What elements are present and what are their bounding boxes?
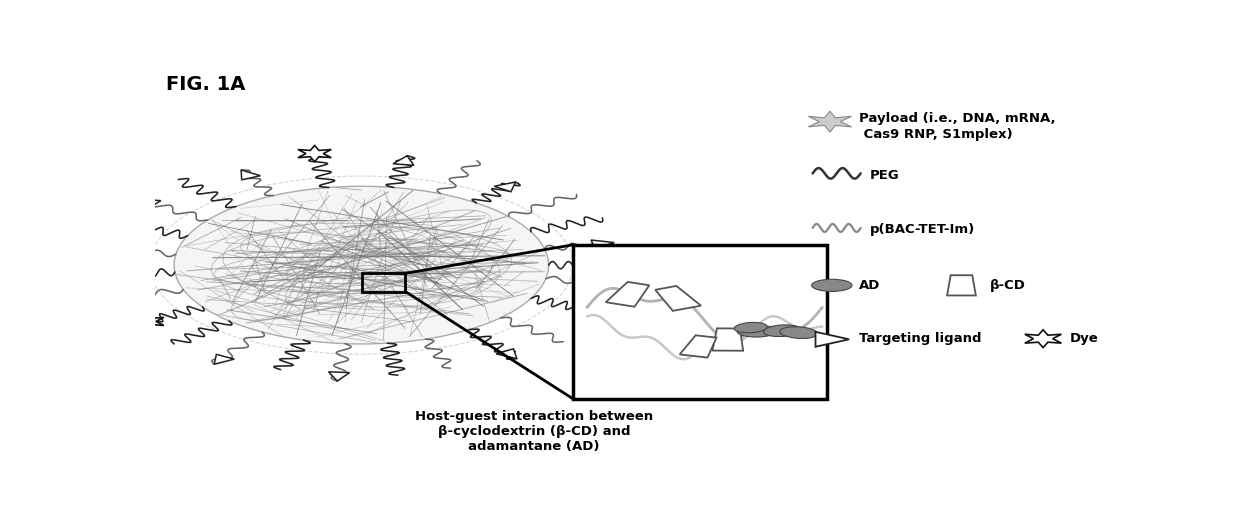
Text: p(BAC-TET-Im): p(BAC-TET-Im) <box>870 223 975 236</box>
Polygon shape <box>612 279 636 288</box>
Polygon shape <box>1025 330 1062 348</box>
Ellipse shape <box>779 327 818 339</box>
Polygon shape <box>815 332 849 347</box>
Polygon shape <box>242 170 260 180</box>
Ellipse shape <box>735 322 767 333</box>
FancyBboxPatch shape <box>572 245 828 398</box>
Polygon shape <box>947 275 976 296</box>
Text: AD: AD <box>859 279 880 292</box>
Text: Payload (i.e., DNA, mRNA,
 Cas9 RNP, S1mplex): Payload (i.e., DNA, mRNA, Cas9 RNP, S1mp… <box>859 111 1056 141</box>
Ellipse shape <box>763 325 802 337</box>
Text: β-CD: β-CD <box>990 279 1026 292</box>
Polygon shape <box>655 286 701 311</box>
Polygon shape <box>214 354 234 364</box>
Polygon shape <box>591 240 613 249</box>
Text: FIG. 1A: FIG. 1A <box>166 75 245 94</box>
Polygon shape <box>496 349 517 359</box>
Ellipse shape <box>737 326 776 337</box>
Polygon shape <box>297 145 331 162</box>
Bar <box>362 274 405 291</box>
Polygon shape <box>130 313 164 330</box>
Polygon shape <box>393 156 414 165</box>
Polygon shape <box>606 282 649 307</box>
Text: Host-guest interaction between
β-cyclodextrin (β-CD) and
adamantane (AD): Host-guest interaction between β-cyclode… <box>415 410 653 453</box>
Polygon shape <box>107 269 129 278</box>
Ellipse shape <box>812 279 852 291</box>
Polygon shape <box>138 199 161 208</box>
Text: Targeting ligand: Targeting ligand <box>859 332 981 345</box>
Polygon shape <box>712 328 743 351</box>
Polygon shape <box>328 372 349 381</box>
Text: Dye: Dye <box>1070 332 1099 345</box>
Text: PEG: PEG <box>870 169 900 182</box>
Circle shape <box>173 186 549 344</box>
Polygon shape <box>494 182 515 192</box>
Polygon shape <box>808 111 851 132</box>
Polygon shape <box>680 335 716 358</box>
